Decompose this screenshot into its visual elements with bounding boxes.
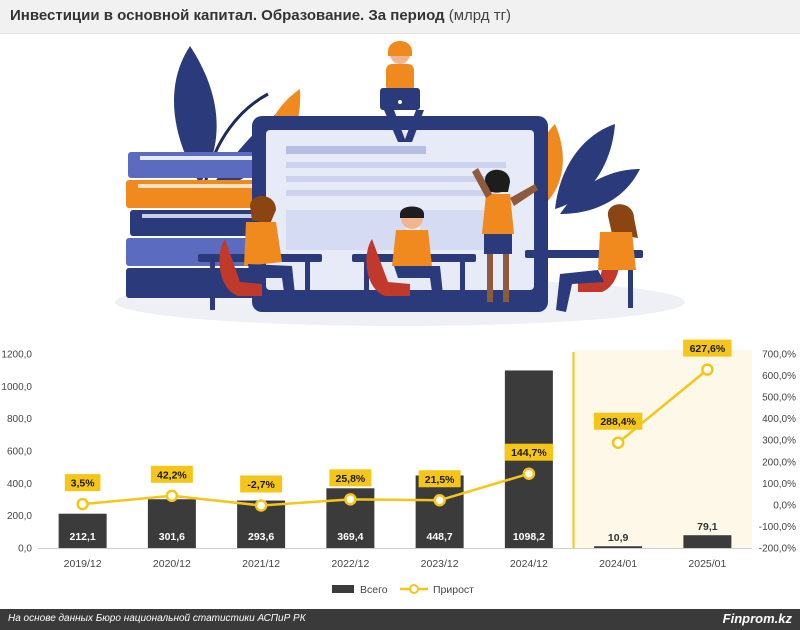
legend-label-total: Всего	[360, 584, 388, 596]
bar-value-label: 369,4	[337, 531, 363, 543]
growth-label-box	[240, 475, 283, 493]
right-tick-label: 200,0%	[762, 457, 796, 468]
left-axis: 0,0 200,0 400,0 600,0 800,0 1000,0 1200,0	[1, 350, 32, 555]
x-tick-label: 2022/12	[331, 558, 369, 570]
growth-line-segment	[82, 472, 530, 507]
leaves-right-icon	[536, 124, 640, 214]
person-standing-icon	[472, 168, 538, 302]
growth-point	[344, 493, 357, 506]
left-tick-label: 1000,0	[1, 382, 32, 393]
growth-value-label: 288,4%	[600, 416, 636, 428]
highlight-background	[573, 350, 752, 548]
x-axis-labels: 2019/12 2020/12 2021/12 2022/12 2023/12 2024/…	[64, 558, 727, 570]
person-left-icon	[244, 195, 296, 306]
bar-labels-group: 212,1 301,6 293,6 369,4 448,7 1098,2 10,9 79,1	[69, 521, 717, 544]
right-tick-label: 300,0%	[762, 436, 796, 447]
growth-point	[433, 494, 446, 507]
right-tick-label: -200,0%	[759, 544, 796, 555]
growth-label-box	[150, 465, 193, 483]
investment-chart: 0,0 200,0 400,0 600,0 800,0 1000,0 1200,0 -200…	[1, 339, 796, 596]
page-title: Инвестиции в основной капитал. Образован…	[10, 7, 511, 24]
bar	[683, 535, 732, 548]
person-top-laptop-icon	[380, 41, 424, 142]
growth-label-box	[64, 474, 101, 492]
bar-value-label: 212,1	[69, 531, 95, 543]
left-tick-label: 600,0	[7, 447, 32, 458]
brand-logo: Finprom.kz	[722, 611, 792, 626]
x-tick-label: 2024/12	[510, 558, 548, 570]
right-tick-label: 0,0%	[773, 500, 796, 511]
x-tick-label: 2024/01	[599, 558, 637, 570]
legend: Всего Прирост	[332, 584, 474, 596]
growth-point	[76, 497, 89, 511]
source-note: На основе данных Бюро национальной стати…	[8, 613, 306, 624]
person-middle-icon	[392, 206, 444, 306]
bar-value-label: 448,7	[426, 531, 452, 543]
growth-label-box	[593, 412, 643, 430]
growth-point	[611, 436, 625, 449]
bar-value-label: 79,1	[697, 521, 718, 533]
growth-line-segment	[617, 368, 709, 444]
growth-point	[522, 467, 536, 480]
growth-value-label: 627,6%	[690, 343, 726, 355]
growth-value-label: 21,5%	[425, 474, 455, 486]
bar-value-label: 10,9	[608, 532, 629, 544]
growth-label-box	[683, 339, 732, 357]
growth-value-label: 3,5%	[71, 478, 96, 490]
right-tick-label: 100,0%	[762, 479, 796, 490]
left-tick-label: 800,0	[7, 414, 32, 425]
growth-label-box	[418, 470, 461, 488]
left-tick-label: 200,0	[7, 511, 32, 522]
person-right-icon	[556, 204, 638, 312]
education-illustration	[115, 41, 685, 326]
bar	[415, 475, 464, 548]
right-axis: -200,0% -100,0% 0,0% 100,0% 200,0% 300,0% 400,…	[759, 350, 796, 555]
growth-point	[701, 363, 714, 376]
x-tick-label: 2023/12	[421, 558, 459, 570]
header-bar: Инвестиции в основной капитал. Образован…	[0, 0, 800, 34]
x-tick-label: 2020/12	[153, 558, 191, 570]
legend-bar-swatch	[332, 585, 354, 593]
bar	[147, 499, 196, 548]
left-tick-label: 0,0	[18, 544, 32, 555]
right-tick-label: 700,0%	[762, 350, 796, 361]
growth-value-label: 25,8%	[335, 473, 365, 485]
bar-value-label: 301,6	[159, 531, 185, 543]
bar	[594, 546, 643, 548]
bar-value-label: 293,6	[248, 531, 274, 543]
x-tick-label: 2019/12	[64, 558, 102, 570]
left-tick-label: 1200,0	[1, 350, 32, 361]
growth-line-group: 3,5% 42,2% -2,7% 25,8% 21,5% 144,7% 288,4% 627,…	[64, 339, 732, 512]
legend-line-marker	[409, 584, 419, 594]
bar	[58, 513, 107, 548]
growth-value-label: 42,2%	[157, 469, 187, 481]
bars-group	[58, 370, 732, 548]
right-tick-label: 400,0%	[762, 414, 796, 425]
right-tick-label: 600,0%	[762, 371, 796, 382]
right-tick-label: -100,0%	[759, 522, 796, 533]
left-tick-label: 400,0	[7, 479, 32, 490]
growth-point	[165, 489, 179, 503]
x-tick-label: 2025/01	[688, 558, 726, 570]
growth-label-box	[504, 443, 554, 461]
x-tick-label: 2021/12	[242, 558, 280, 570]
growth-label-box	[329, 469, 372, 487]
bar-value-label: 1098,2	[513, 531, 545, 543]
books-stack-icon	[126, 152, 266, 298]
right-tick-label: 500,0%	[762, 393, 796, 404]
growth-value-label: 144,7%	[511, 447, 547, 459]
legend-label-growth: Прирост	[433, 584, 474, 596]
title-unit: (млрд тг)	[448, 7, 512, 24]
growth-point	[254, 499, 268, 512]
footer-bar: На основе данных Бюро национальной стати…	[0, 609, 800, 630]
title-main: Инвестиции в основной капитал. Образован…	[10, 7, 445, 24]
growth-value-label: -2,7%	[247, 479, 275, 491]
